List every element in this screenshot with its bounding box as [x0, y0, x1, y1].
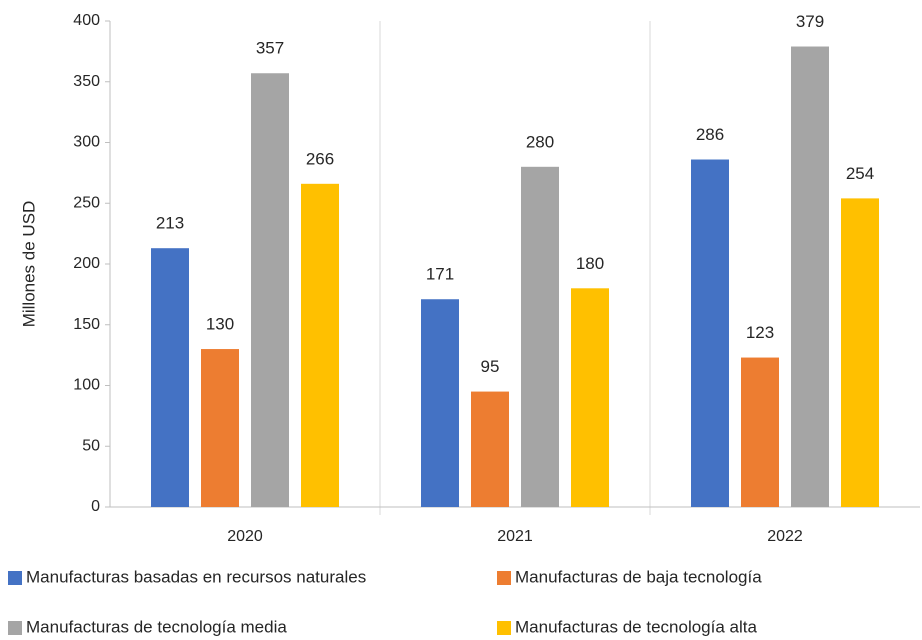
y-tick-label: 250	[73, 194, 100, 211]
bar	[521, 166, 559, 508]
y-tick-label: 400	[73, 12, 100, 29]
y-axis-label: Millones de USD	[19, 201, 38, 328]
data-label: 180	[576, 254, 604, 273]
bar	[691, 159, 729, 507]
data-label: 130	[206, 315, 234, 334]
legend-label: Manufacturas basadas en recursos natural…	[26, 567, 366, 586]
legend-label: Manufacturas de tecnología media	[26, 617, 287, 636]
y-tick-label: 300	[73, 134, 100, 151]
data-label: 254	[846, 164, 874, 183]
bar	[301, 183, 339, 507]
data-label: 171	[426, 265, 454, 284]
y-tick-label: 50	[82, 437, 100, 454]
y-tick-label: 350	[73, 73, 100, 90]
data-label: 379	[796, 12, 824, 31]
legend-label: Manufacturas de baja tecnología	[515, 567, 762, 586]
bar	[741, 357, 779, 507]
bar	[151, 248, 189, 507]
y-tick-label: 200	[73, 255, 100, 272]
data-label: 280	[526, 132, 554, 151]
data-label: 95	[481, 357, 500, 376]
x-tick-label: 2022	[767, 528, 803, 545]
legend-swatch	[497, 621, 511, 635]
bar	[791, 46, 829, 507]
bar	[571, 288, 609, 507]
bar	[201, 349, 239, 507]
bar	[841, 198, 879, 507]
data-label: 213	[156, 214, 184, 233]
x-tick-label: 2020	[227, 528, 263, 545]
y-tick-label: 100	[73, 377, 100, 394]
legend-swatch	[8, 571, 22, 585]
legend-swatch	[8, 621, 22, 635]
bar	[471, 391, 509, 507]
legend-label: Manufacturas de tecnología alta	[515, 617, 757, 636]
y-tick-label: 150	[73, 316, 100, 333]
data-label: 286	[696, 125, 724, 144]
data-label: 266	[306, 149, 334, 168]
y-tick-label: 0	[91, 498, 100, 515]
x-tick-label: 2021	[497, 528, 533, 545]
legend-swatch	[497, 571, 511, 585]
data-label: 357	[256, 39, 284, 58]
data-label: 123	[746, 323, 774, 342]
bar	[421, 299, 459, 507]
bar	[251, 73, 289, 508]
